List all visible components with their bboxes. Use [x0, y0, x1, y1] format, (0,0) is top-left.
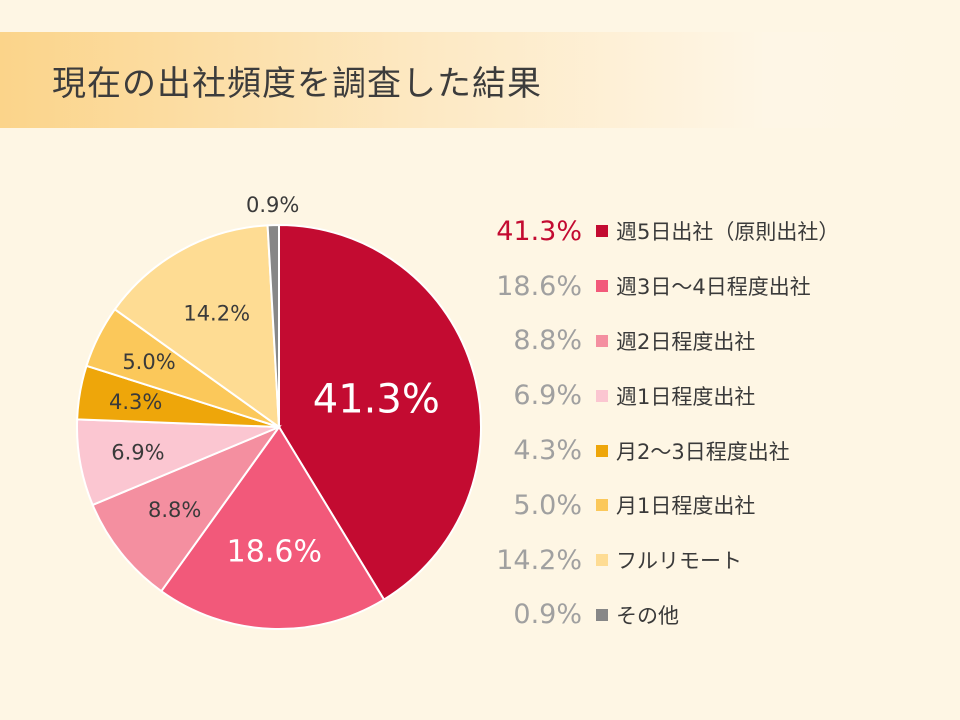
legend-percent: 0.9% [513, 599, 582, 631]
legend-swatch [596, 554, 608, 567]
legend-item: 6.9% 週1日程度出社 [480, 368, 940, 423]
pie-slice [113, 224, 281, 430]
legend-percent: 6.9% [513, 380, 582, 412]
legend-item: 8.8% 週2日程度出社 [480, 314, 940, 369]
slice-data-label: 6.9% [111, 441, 164, 465]
legend-percent: 4.3% [513, 435, 582, 467]
legend-swatch [596, 225, 608, 238]
legend-percent: 8.8% [513, 325, 582, 357]
legend-item: 4.3% 月2〜3日程度出社 [480, 423, 940, 478]
legend-percent: 5.0% [513, 489, 582, 521]
legend-label: 週1日程度出社 [616, 384, 756, 409]
legend-percent: 18.6% [496, 270, 582, 302]
legend-item: 0.9% その他 [480, 588, 940, 643]
legend-label: 月2〜3日程度出社 [616, 439, 790, 464]
legend-label: 週2日程度出社 [616, 329, 756, 354]
pie-slice [76, 418, 280, 507]
legend-item: 41.3% 週5日出社（原則出社） [480, 204, 940, 259]
slice-data-label: 14.2% [183, 302, 250, 326]
page-title: 現在の出社頻度を調査した結果 [52, 64, 542, 104]
legend-percent: 14.2% [496, 544, 582, 576]
slice-data-label: 18.6% [227, 535, 322, 570]
legend-swatch [596, 334, 608, 347]
legend-item: 18.6% 週3日〜4日程度出社 [480, 259, 940, 314]
pie-slice [85, 307, 280, 428]
pie-slice [266, 223, 280, 428]
pie-slice [278, 223, 482, 601]
slice-data-label: 4.3% [109, 390, 162, 414]
legend-swatch [596, 608, 608, 621]
legend-label: 週3日〜4日程度出社 [616, 275, 811, 300]
legend-swatch [596, 499, 608, 512]
slice-data-label: 0.9% [246, 193, 299, 217]
slice-data-label: 41.3% [313, 377, 440, 423]
legend-swatch [596, 280, 608, 293]
title-band: 現在の出社頻度を調査した結果 [0, 32, 960, 128]
legend-label: フルリモート [616, 549, 742, 574]
legend-label: 月1日程度出社 [616, 494, 756, 519]
chart-legend: 41.3% 週5日出社（原則出社） 18.6% 週3日〜4日程度出社 8.8% … [480, 204, 940, 642]
legend-label: 週5日出社（原則出社） [616, 220, 840, 245]
legend-percent: 41.3% [496, 215, 582, 247]
slice-data-label: 5.0% [122, 350, 175, 374]
legend-item: 14.2% フルリモート [480, 533, 940, 588]
legend-item: 5.0% 月1日程度出社 [480, 478, 940, 533]
pie-slice [76, 364, 280, 428]
legend-swatch [596, 389, 608, 402]
slice-data-label: 8.8% [148, 498, 201, 522]
legend-swatch [596, 444, 608, 457]
legend-label: その他 [616, 603, 679, 628]
pie-slice [159, 425, 386, 630]
pie-slice [91, 424, 282, 593]
